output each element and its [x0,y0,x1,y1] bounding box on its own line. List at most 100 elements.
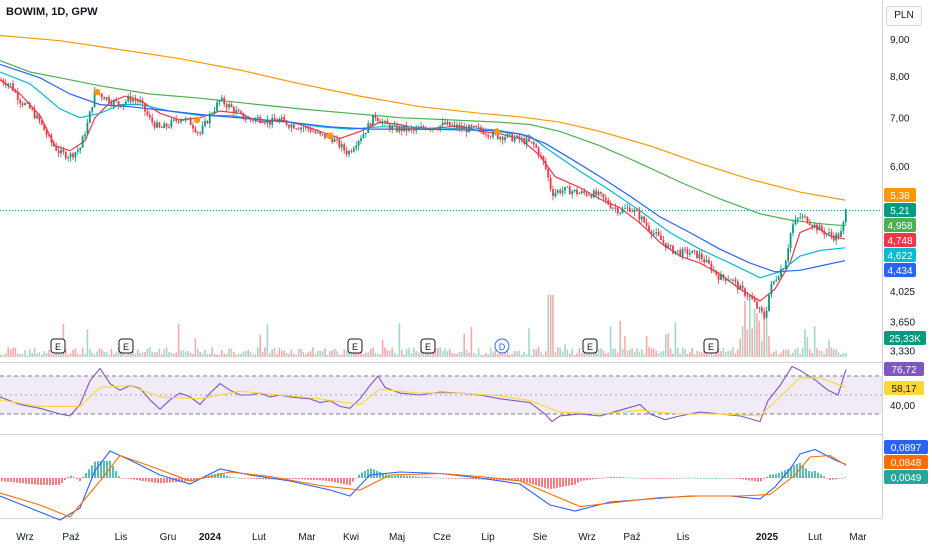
macd-hist-bar [514,478,516,481]
volume-bar [206,353,209,357]
candle-body [314,131,317,133]
signal-marker-0[interactable] [93,88,101,96]
candle-body [36,115,38,119]
macd-hist-bar [634,477,636,479]
candle-body [561,190,564,193]
volume-bar [492,352,494,357]
volume-bar [31,352,33,357]
volume-bar [213,353,216,357]
candle-body [271,117,274,125]
candle-body [669,245,672,247]
macd-hist-bar [130,478,132,480]
volume-bar [288,353,290,357]
volume-bar [336,351,338,357]
candle-body [290,124,293,128]
event-badge-0[interactable] [50,338,66,354]
candle-body [376,117,379,121]
candle-body [760,307,763,312]
volume-bar [727,351,729,357]
macd-hist-bar [727,478,729,479]
volume-bar [821,351,823,357]
macd-hist-bar [406,475,408,478]
volume-bar [233,351,235,357]
volume-bar [837,352,840,357]
candle-body [667,245,670,249]
price-axis[interactable]: 9,00 8,00 7,00 6,00 4,025 3,650 3,330 [890,35,915,357]
candle-body [283,117,286,121]
currency-button[interactable]: PLN [886,6,922,26]
volume-bar [770,353,773,357]
candle-body [501,136,504,141]
macd-hist-bar [160,478,162,484]
candle-body [256,116,259,119]
candle-body [242,112,245,119]
volume-bar [276,354,278,357]
macd-hist-bar [373,469,375,478]
candle-body [19,100,22,104]
time-tick-5: Lut [252,532,266,543]
candle-body [547,168,550,178]
macd-hist-bar [286,478,288,479]
candle-body [364,132,367,135]
volume-bar [398,323,401,357]
macd-hist-bar [76,478,78,480]
macd-hist-bar [592,478,594,480]
macd-hist-bar [265,478,267,480]
volume-bar [650,348,653,357]
volume-bar [353,352,355,357]
signal-marker-1[interactable] [193,116,201,124]
time-axis[interactable]: Wrz Paź Lis Gru 2024 Lut Mar Kwi Maj Cze Lip Sie Wrz… [16,532,867,543]
macd-hist-bar [166,478,168,483]
signal-marker-3[interactable] [493,128,501,135]
macd-hist-bar [412,476,414,478]
candle-body [76,150,79,153]
candle-body [799,217,802,219]
macd-hist-bar [643,478,645,479]
volume-bar [252,354,254,357]
candle-body [355,145,358,149]
macd-hist-bar [553,478,555,489]
macd-hist-bar [724,478,726,479]
volume-bar [437,347,439,357]
signal-marker-2[interactable] [326,132,334,140]
volume-bar [386,349,389,357]
event-badge-5[interactable] [582,338,598,354]
volume-bar [521,354,523,357]
volume-bar [321,351,324,357]
volume-bar [197,348,199,357]
candle-body [67,157,70,159]
volume-bar [77,353,79,357]
candle-body [230,104,233,108]
volume-bar [765,317,768,357]
candle-body [655,232,658,234]
volume-bar [57,353,60,357]
volume-bar [571,348,573,357]
candle-body [108,97,110,103]
macd-hist-bar [25,478,27,484]
price-tick-5: 3,650 [890,318,915,329]
volume-bar [365,352,367,357]
candle-body [321,134,324,135]
macd-hist-bar [535,478,537,486]
price-label-1: 5,21 [890,206,910,217]
candle-body [477,127,480,128]
volume-bar [273,348,276,357]
event-badge-3[interactable] [420,338,436,354]
macd-hist-bar [127,478,129,479]
event-badge-4[interactable] [494,338,510,354]
event-badge-1[interactable] [118,338,134,354]
candle-body [304,126,307,128]
time-tick-16: Lut [808,532,822,543]
macd-hist-bar [520,478,522,482]
candle-body [444,122,446,125]
event-badge-6[interactable] [703,338,719,354]
macd-hist-bar [172,478,174,483]
candle-body [206,121,209,124]
candle-body [105,97,108,100]
event-badge-2[interactable] [347,338,363,354]
candle-body [333,138,336,143]
volume-bar [518,350,521,357]
candle-body [110,102,113,105]
